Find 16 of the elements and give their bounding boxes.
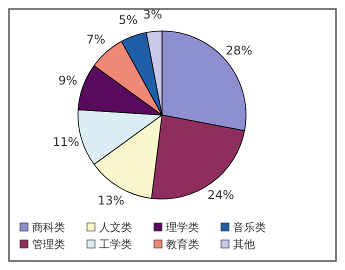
data-label: 7% bbox=[86, 32, 106, 46]
legend-label: 商科类 bbox=[32, 221, 65, 234]
legend-label: 工学类 bbox=[99, 238, 132, 252]
legend-label: 教育类 bbox=[166, 238, 199, 252]
data-label: 13% bbox=[98, 193, 124, 208]
legend-label: 音乐类 bbox=[233, 221, 266, 234]
data-label: 3% bbox=[143, 8, 162, 22]
legend-label: 理学类 bbox=[166, 221, 199, 234]
data-label: 5% bbox=[118, 13, 138, 28]
legend-label: 人文类 bbox=[99, 221, 132, 234]
data-label: 9% bbox=[58, 73, 78, 88]
legend-label: 其他 bbox=[233, 238, 255, 252]
data-label: 28% bbox=[226, 44, 252, 58]
legend-label: 管理类 bbox=[32, 238, 65, 252]
data-label: 24% bbox=[207, 188, 234, 202]
data-label: 11% bbox=[52, 135, 80, 150]
